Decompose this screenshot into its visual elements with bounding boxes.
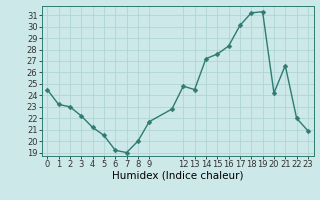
X-axis label: Humidex (Indice chaleur): Humidex (Indice chaleur) (112, 171, 243, 181)
